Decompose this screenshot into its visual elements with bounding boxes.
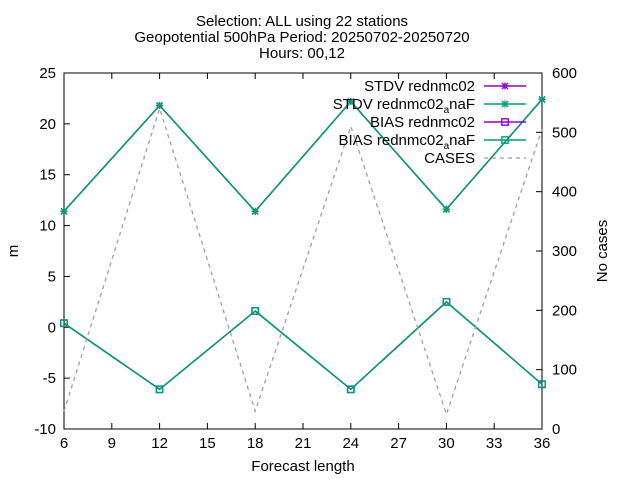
data-point-3 — [155, 385, 164, 394]
data-point-1-stroke — [60, 207, 68, 215]
y-axis-label: m — [5, 245, 22, 258]
data-point-1 — [538, 95, 546, 103]
y-tick-label: 15 — [39, 167, 56, 184]
legend-label: BIAS rednmc02 — [370, 114, 475, 131]
legend-label-main: STDV rednmc02 — [364, 78, 475, 95]
x-tick-label: 27 — [390, 435, 407, 452]
series-line-1 — [63, 98, 543, 213]
data-point-1 — [442, 205, 450, 213]
axis-ticks: 6 9 12 15 18 21 24 27 30 33 36 -10 -5 0 5 10 15 20 25 0 100 2… — [34, 65, 577, 452]
y-tick-label: -5 — [43, 370, 56, 387]
series-line-3 — [63, 300, 543, 391]
legend-marker — [501, 82, 509, 90]
legend-marker-stroke — [501, 100, 509, 108]
chart-title: Selection: ALL using 22 stations Geopote… — [134, 13, 469, 62]
y2-tick-label: 600 — [552, 65, 577, 82]
data-point-3 — [346, 385, 355, 394]
y-tick-label: 0 — [48, 319, 56, 336]
y2-tick-label: 500 — [552, 124, 577, 141]
x-tick-label: 15 — [199, 435, 216, 452]
x-tick-label: 30 — [438, 435, 455, 452]
legend-label: STDV rednmc02anaF — [333, 96, 475, 116]
data-point-3 — [60, 319, 68, 328]
y2-tick-label: 200 — [552, 302, 577, 319]
legend-label-sub: a — [444, 105, 450, 116]
y-tick-label: -10 — [34, 421, 56, 438]
legend-label-main: STDV rednmc02 — [333, 96, 444, 113]
x-tick-label: 33 — [486, 435, 503, 452]
x-tick-label: 21 — [295, 435, 312, 452]
legend-label-sub: a — [444, 141, 450, 152]
y-tick-label: 10 — [39, 218, 56, 235]
legend-label-tail: naF — [449, 132, 475, 149]
y-tick-label: 20 — [39, 116, 56, 133]
data-point-1-stroke — [347, 97, 355, 105]
data-point-3 — [251, 307, 260, 315]
legend-label-tail: naF — [449, 96, 475, 113]
title-line-1: Selection: ALL using 22 stations — [196, 13, 408, 30]
legend-marker — [501, 136, 509, 144]
data-point-1-stroke — [156, 102, 164, 110]
data-point-1 — [347, 97, 355, 105]
y2-tick-label: 400 — [552, 184, 577, 201]
title-line-3: Hours: 00,12 — [259, 45, 345, 62]
legend-label: CASES — [424, 150, 475, 167]
legend-marker — [501, 118, 509, 126]
y-tick-label: 5 — [48, 268, 56, 285]
series-line-4 — [63, 106, 543, 417]
data-point-1-stroke — [538, 95, 546, 103]
data-point-1 — [60, 207, 68, 215]
x-tick-label: 6 — [60, 435, 68, 452]
data-point-3 — [538, 380, 546, 389]
data-point-3 — [442, 297, 451, 306]
data-point-1 — [251, 207, 259, 215]
series-group — [60, 95, 546, 417]
legend-label-main: BIAS rednmc02 — [370, 114, 475, 131]
legend-label: STDV rednmc02 — [364, 78, 475, 95]
y-tick-label: 25 — [39, 65, 56, 82]
x-tick-label: 9 — [108, 435, 116, 452]
x-axis-label: Forecast length — [251, 458, 354, 475]
data-point-1-stroke — [251, 207, 259, 215]
legend-label-main: CASES — [424, 150, 475, 167]
legend-label-main: BIAS rednmc02 — [339, 132, 444, 149]
series-line-2 — [63, 300, 543, 391]
y2-tick-label: 300 — [552, 243, 577, 260]
y2-axis-label: No cases — [594, 220, 611, 283]
legend-label: BIAS rednmc02anaF — [339, 132, 475, 152]
title-line-2: Geopotential 500hPa Period: 20250702-202… — [134, 29, 469, 46]
x-tick-label: 12 — [151, 435, 168, 452]
legend-marker — [501, 100, 509, 108]
x-tick-label: 36 — [534, 435, 551, 452]
legend-marker-stroke — [501, 82, 509, 90]
data-point-1-stroke — [442, 205, 450, 213]
x-tick-label: 24 — [342, 435, 359, 452]
data-point-1 — [156, 102, 164, 110]
y2-tick-label: 100 — [552, 362, 577, 379]
y2-tick-label: 0 — [552, 421, 560, 438]
x-tick-label: 18 — [247, 435, 264, 452]
